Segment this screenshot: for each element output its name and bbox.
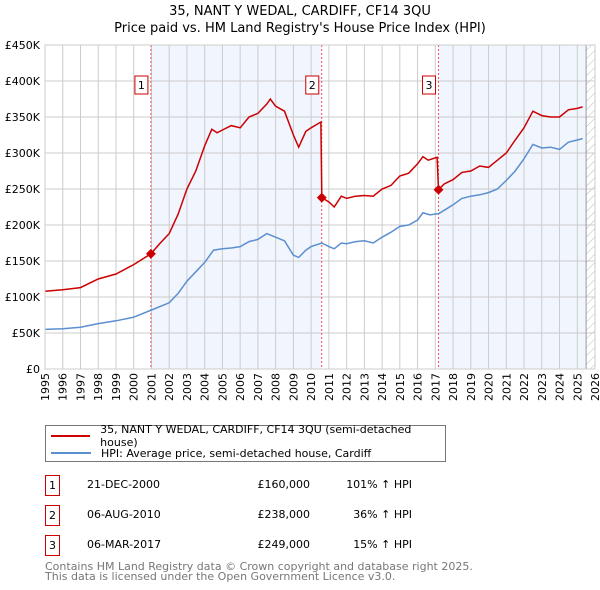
sale-marker-number: 1	[45, 475, 60, 496]
plot-area: 1995 1996 1997 1998 1999 2000 2001 2002 2003 2004…	[5, 39, 600, 401]
x-tick-label: 2008	[270, 373, 283, 401]
sale-row: 3 06-MAR-2017 £249,000 15% ↑ HPI	[45, 535, 465, 556]
y-tick-label: £150K	[5, 255, 41, 268]
sale-marker-box	[305, 75, 320, 95]
x-tick-label: 2011	[323, 373, 336, 401]
sale-marker-number: 3	[45, 535, 60, 556]
x-tick-label: 2018	[447, 373, 460, 401]
x-tick-label: 2015	[394, 373, 407, 401]
plot-border	[44, 44, 596, 370]
x-tick-label: 1997	[74, 373, 87, 401]
x-tick-label: 2016	[412, 373, 425, 401]
x-tick-label: 2024	[554, 373, 567, 401]
forecast-hatch	[586, 45, 595, 369]
property-price-line	[44, 97, 583, 292]
x-tick-label: 2013	[358, 373, 371, 401]
x-tick-label: 2002	[163, 373, 176, 401]
legend-swatch-hpi	[51, 452, 91, 454]
y-tick-label: £350K	[5, 111, 41, 124]
sale-marker-label: 3	[426, 79, 433, 92]
sale-hpi-diff: 101% ↑ HPI	[346, 478, 412, 491]
chart-title: 35, NANT Y WEDAL, CARDIFF, CF14 3QU	[169, 4, 431, 19]
footer-copyright: Contains HM Land Registry data © Crown c…	[45, 560, 473, 573]
x-tick-label: 2017	[429, 373, 442, 401]
x-tick-label: 2010	[305, 373, 318, 401]
sale-row: 2 06-AUG-2010 £238,000 36% ↑ HPI	[45, 505, 465, 526]
legend: 35, NANT Y WEDAL, CARDIFF, CF14 3QU (sem…	[45, 423, 446, 462]
x-tick-label: 2003	[181, 373, 194, 401]
sale-point	[316, 192, 327, 203]
x-tick-label: 1999	[110, 373, 123, 401]
y-tick-label: £200K	[5, 219, 41, 232]
sale-date: 06-MAR-2017	[87, 538, 162, 551]
y-tick-label: £300K	[5, 147, 41, 160]
sale-point	[433, 184, 444, 195]
x-tick-label: 2007	[252, 373, 265, 401]
x-tick-label: 2014	[376, 373, 389, 401]
sale-price: £249,000	[257, 538, 311, 551]
sale-price: £238,000	[257, 508, 311, 521]
sale-marker-label: 1	[138, 79, 145, 92]
x-tick-label: 2012	[341, 373, 354, 401]
legend-swatch-property	[51, 435, 91, 437]
y-tick-label: £450K	[5, 39, 41, 52]
sale-marker-label: 2	[309, 79, 316, 92]
footer-licence: This data is licensed under the Open Gov…	[45, 570, 396, 583]
hpi-line	[44, 137, 583, 331]
x-tick-label: 2022	[518, 373, 531, 401]
sale-date: 06-AUG-2010	[87, 508, 161, 521]
sale-marker-box	[134, 75, 149, 95]
y-tick-label: £400K	[5, 75, 41, 88]
y-tick-label: £100K	[5, 291, 41, 304]
x-tick-label: 2026	[589, 373, 600, 401]
sale-date: 21-DEC-2000	[87, 478, 161, 491]
sale-hpi-diff: 36% ↑ HPI	[353, 508, 412, 521]
x-tick-label: 1996	[57, 373, 70, 401]
shaded-period	[438, 45, 587, 369]
x-tick-label: 2009	[287, 373, 300, 401]
x-tick-label: 2004	[199, 373, 212, 401]
sale-point	[145, 248, 156, 259]
y-tick-label: £250K	[5, 183, 41, 196]
x-tick-label: 1998	[92, 373, 105, 401]
legend-label-hpi: HPI: Average price, semi-detached house,…	[101, 446, 372, 460]
x-tick-label: 2000	[128, 373, 141, 401]
sale-hpi-diff: 15% ↑ HPI	[353, 538, 412, 551]
sale-price: £160,000	[257, 478, 311, 491]
x-tick-label: 2021	[500, 373, 513, 401]
shaded-period	[150, 45, 322, 369]
legend-item-property: 35, NANT Y WEDAL, CARDIFF, CF14 3QU (sem…	[46, 423, 445, 449]
x-tick-label: 2023	[536, 373, 549, 401]
x-tick-label: 1995	[39, 373, 52, 401]
y-tick-label: £50K	[12, 327, 41, 340]
legend-label-property: 35, NANT Y WEDAL, CARDIFF, CF14 3QU (sem…	[100, 423, 412, 449]
x-tick-label: 2001	[145, 373, 158, 401]
sale-marker-number: 2	[45, 505, 60, 526]
x-tick-label: 2005	[216, 373, 229, 401]
x-tick-label: 2006	[234, 373, 247, 401]
x-tick-label: 2020	[483, 373, 496, 401]
sale-marker-box	[422, 75, 437, 95]
x-tick-label: 2025	[571, 373, 584, 401]
y-tick-label: £0	[26, 363, 40, 376]
sale-row: 1 21-DEC-2000 £160,000 101% ↑ HPI	[45, 475, 465, 496]
legend-item-hpi: HPI: Average price, semi-detached house,…	[46, 445, 371, 461]
chart-subtitle: Price paid vs. HM Land Registry's House …	[114, 21, 486, 36]
x-tick-label: 2019	[465, 373, 478, 401]
